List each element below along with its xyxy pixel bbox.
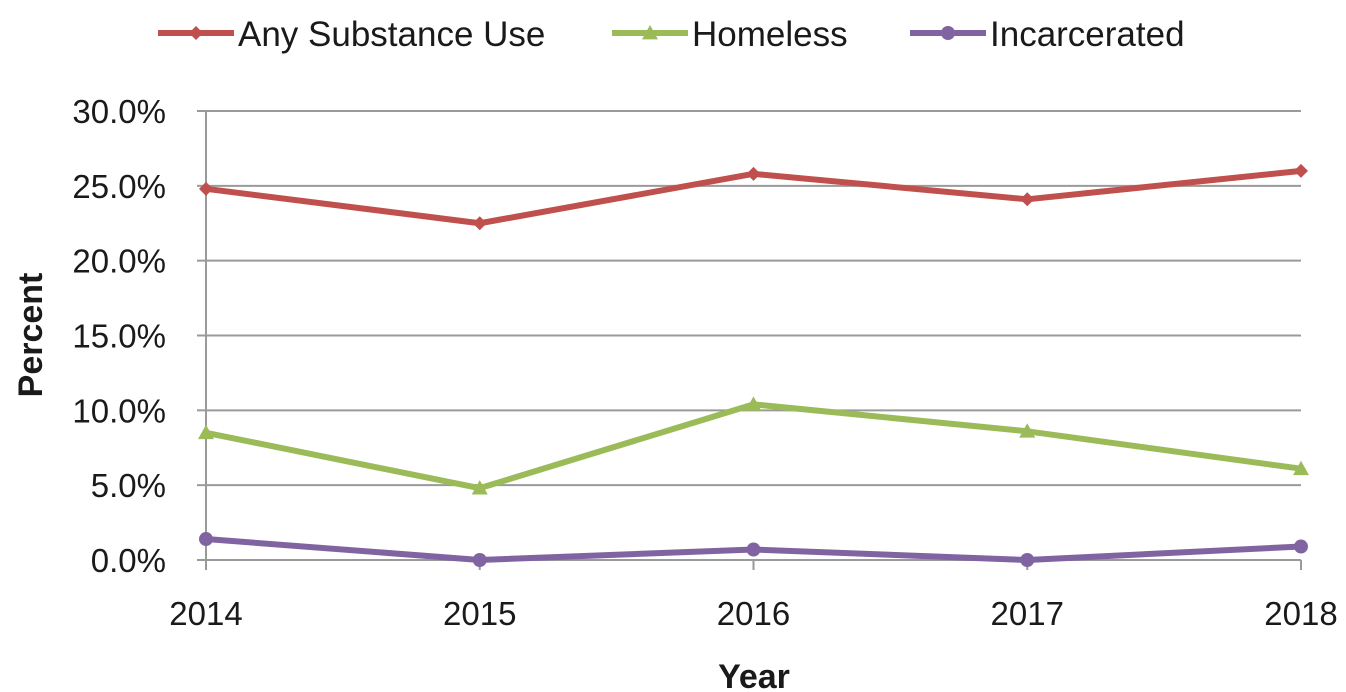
x-tick-label: 2016 (717, 595, 790, 632)
data-point (472, 216, 487, 231)
data-point (199, 181, 213, 196)
data-point (746, 166, 761, 181)
legend: Any Substance Use Homeless Incarcerated (158, 15, 1185, 54)
y-tick-label: 30.0% (72, 93, 166, 130)
y-tick-label: 5.0% (91, 467, 166, 504)
x-axis-ticks: 2014 2015 2016 2017 2018 (169, 560, 1338, 632)
data-point (746, 542, 761, 557)
data-point (1019, 423, 1036, 438)
series-line (205, 401, 1302, 492)
x-tick-label: 2018 (1264, 595, 1337, 632)
legend-marker (642, 25, 658, 40)
legend-item: Homeless (612, 15, 848, 54)
y-axis-title: Percent (12, 273, 50, 398)
series-group (198, 163, 1309, 567)
x-axis-title: Year (718, 658, 790, 692)
series-homeless (198, 396, 1309, 495)
y-axis-ticks: 0.0% 5.0% 10.0% 15.0% 20.0% 25.0% 30.0% (72, 93, 166, 579)
y-tick-label: 10.0% (72, 392, 166, 429)
gridlines (197, 110, 1301, 561)
legend-label: Incarcerated (990, 15, 1185, 54)
data-point (1020, 192, 1035, 207)
data-point (471, 480, 488, 495)
data-point (1020, 553, 1035, 567)
x-tick-label: 2014 (169, 595, 242, 632)
legend-label: Homeless (692, 15, 848, 54)
data-point (472, 553, 487, 567)
legend-marker (941, 26, 955, 40)
y-tick-label: 15.0% (72, 318, 166, 355)
data-point (1293, 460, 1309, 476)
legend-marker (189, 26, 203, 40)
data-point (745, 396, 762, 411)
y-tick-label: 20.0% (72, 243, 166, 280)
y-tick-label: 25.0% (72, 168, 166, 205)
legend-item: Any Substance Use (158, 15, 545, 54)
data-point (1294, 163, 1308, 178)
data-point (198, 424, 214, 440)
x-tick-label: 2015 (443, 595, 516, 632)
data-point (199, 532, 213, 547)
x-tick-label: 2017 (991, 595, 1064, 632)
legend-label: Any Substance Use (238, 15, 545, 54)
legend-item: Incarcerated (910, 15, 1185, 54)
series-any-substance-use (199, 163, 1308, 231)
data-point (1294, 539, 1308, 554)
series-incarcerated (199, 532, 1308, 567)
y-tick-label: 0.0% (91, 542, 166, 579)
